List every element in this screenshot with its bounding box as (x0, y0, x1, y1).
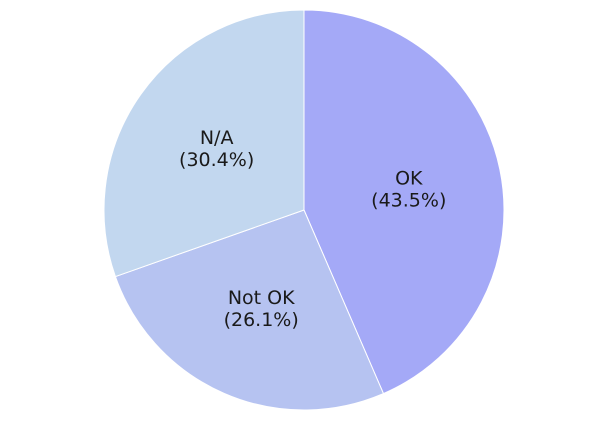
slice-value-label: (30.4%) (179, 149, 254, 171)
slice-label: N/A (200, 127, 234, 149)
pie-labels: OK(43.5%) Not OK(26.1%) N/A(30.4%) (179, 127, 446, 331)
pie-slice-ok (303, 9, 505, 395)
slice-label: Not OK (228, 287, 295, 309)
slice-value-label: (26.1%) (224, 309, 299, 331)
slice-label: OK (395, 167, 423, 189)
pie-slice-n-a (103, 9, 305, 278)
slice-value-label: (43.5%) (371, 189, 446, 211)
pie-slices (103, 9, 505, 411)
pie-slice-not-ok (114, 209, 385, 411)
